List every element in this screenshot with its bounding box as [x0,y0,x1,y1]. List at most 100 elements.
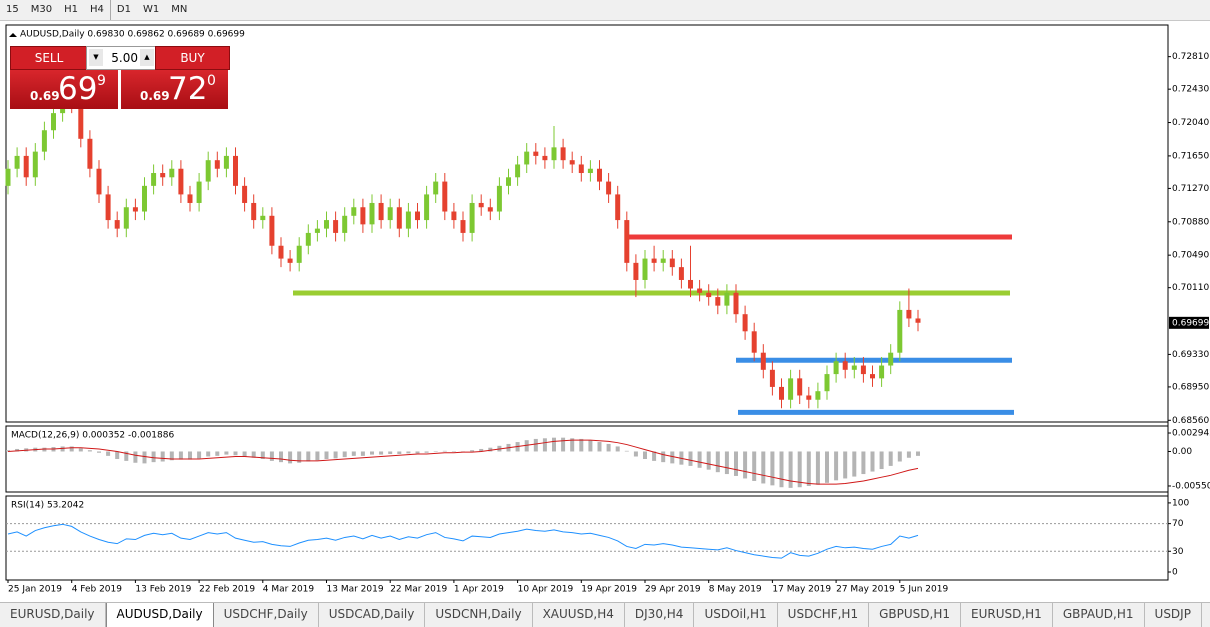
candle-body [651,258,657,263]
chart-tab[interactable]: EURUSD,Daily [0,603,106,627]
candle-body [378,202,384,221]
histogram-bar [706,451,711,470]
candle-body [560,147,566,161]
histogram-bar [15,448,20,452]
chart-tab[interactable]: DJ30,H4 [625,603,695,627]
candle-body [41,130,47,152]
y-tick-label: 30 [1172,547,1184,557]
histogram-bar [169,451,174,461]
candle-body [496,185,502,212]
timeframe-button[interactable]: H4 [89,4,104,15]
candle-body [424,194,430,221]
histogram-bar [542,438,547,452]
x-tick-label: 29 Apr 2019 [645,585,701,595]
candle-body [78,104,84,139]
y-tick-label: 0.71650 [1172,151,1209,161]
chart-tab[interactable]: GBPAUD,H1 [1053,603,1145,627]
histogram-bar [151,451,156,463]
candle-body [487,207,493,212]
histogram-bar [916,451,920,456]
lot-input[interactable]: ▼ 5.00 ▲ [86,46,157,70]
histogram-bar [251,451,256,458]
candle-body [897,309,903,353]
histogram-bar [470,450,475,452]
candle-body [633,262,639,280]
candle-body [169,168,175,178]
histogram-bar [42,447,47,452]
candle-body [824,374,830,392]
lot-up[interactable]: ▲ [140,49,154,66]
chart-tab[interactable]: USDCHF,Daily [214,603,319,627]
panel-title: RSI(14) 53.2042 [11,501,84,511]
candle-body [314,228,320,233]
histogram-bar [360,451,365,456]
candle-body [769,369,775,387]
timeframe-button[interactable]: 15 [6,4,19,15]
histogram-bar [779,451,784,488]
x-tick-label: 5 Jun 2019 [900,585,949,595]
candle-body [751,331,757,353]
candle-body [32,151,38,178]
candle-body [305,232,311,246]
candle-body [178,168,184,195]
candle-body [888,352,894,366]
bid-price-box[interactable]: 0.69 69 9 [10,70,118,109]
chart-tab[interactable]: AUDUSD,Daily [105,603,214,627]
candle-body [606,181,612,195]
x-tick-label: 4 Feb 2019 [72,585,123,595]
candle-body [415,211,420,221]
candle-body [797,378,803,396]
candle-body [251,202,257,221]
chart-tab[interactable]: XAUUSD,H4 [533,603,625,627]
histogram-bar [870,451,875,472]
candle-body [660,258,666,263]
histogram-bar [797,451,802,488]
histogram-bar [333,451,338,459]
histogram-bar [670,451,675,464]
candle-body [706,292,712,298]
chart-tab[interactable]: USDCHF,H1 [778,603,870,627]
timeframe-button[interactable]: D1 [109,0,137,20]
histogram-bar [806,451,811,486]
candle-body [533,151,539,156]
lot-down[interactable]: ▼ [89,49,103,66]
histogram-bar [433,451,438,452]
histogram-bar [861,451,866,475]
timeframe-button[interactable]: MN [171,4,188,15]
candle-body [87,138,93,169]
bid-prefix: 0.69 [30,89,60,103]
candle-body [242,185,248,203]
timeframe-button[interactable]: W1 [142,4,160,15]
x-tick-label: 13 Mar 2019 [327,585,384,595]
candle-body [433,181,439,195]
candle-body [351,207,357,216]
x-tick-label: 27 May 2019 [836,585,895,595]
histogram-bar [242,451,247,457]
candle-body [223,155,229,169]
chart-tab[interactable]: USDJP [1145,603,1202,627]
candle-body [205,160,211,182]
collapse-icon[interactable] [9,33,17,37]
ask-big: 72 [168,71,208,107]
candle-body [442,181,448,212]
ask-price-box[interactable]: 0.69 72 0 [121,70,228,109]
histogram-bar [488,447,493,452]
histogram-bar [606,443,611,452]
histogram-bar [306,451,311,462]
histogram-bar [260,451,265,459]
histogram-bar [379,451,384,455]
histogram-bar [69,446,74,452]
chart-tab[interactable]: USDOil,H1 [694,603,778,627]
candle-body [697,288,703,293]
x-tick-label: 19 Apr 2019 [581,585,637,595]
timeframe-button[interactable]: M30 [30,4,53,15]
buy-button[interactable]: BUY [155,46,230,70]
histogram-bar [533,438,538,452]
chart-tab[interactable]: USDCAD,Daily [319,603,426,627]
timeframe-button[interactable]: H1 [64,4,78,15]
sell-button[interactable]: SELL [10,46,88,70]
candle-body [597,168,602,182]
chart-tab[interactable]: GBPUSD,H1 [869,603,961,627]
chart-tab[interactable]: USDCNH,Daily [425,603,533,627]
chart-tab[interactable]: EURUSD,H1 [961,603,1053,627]
